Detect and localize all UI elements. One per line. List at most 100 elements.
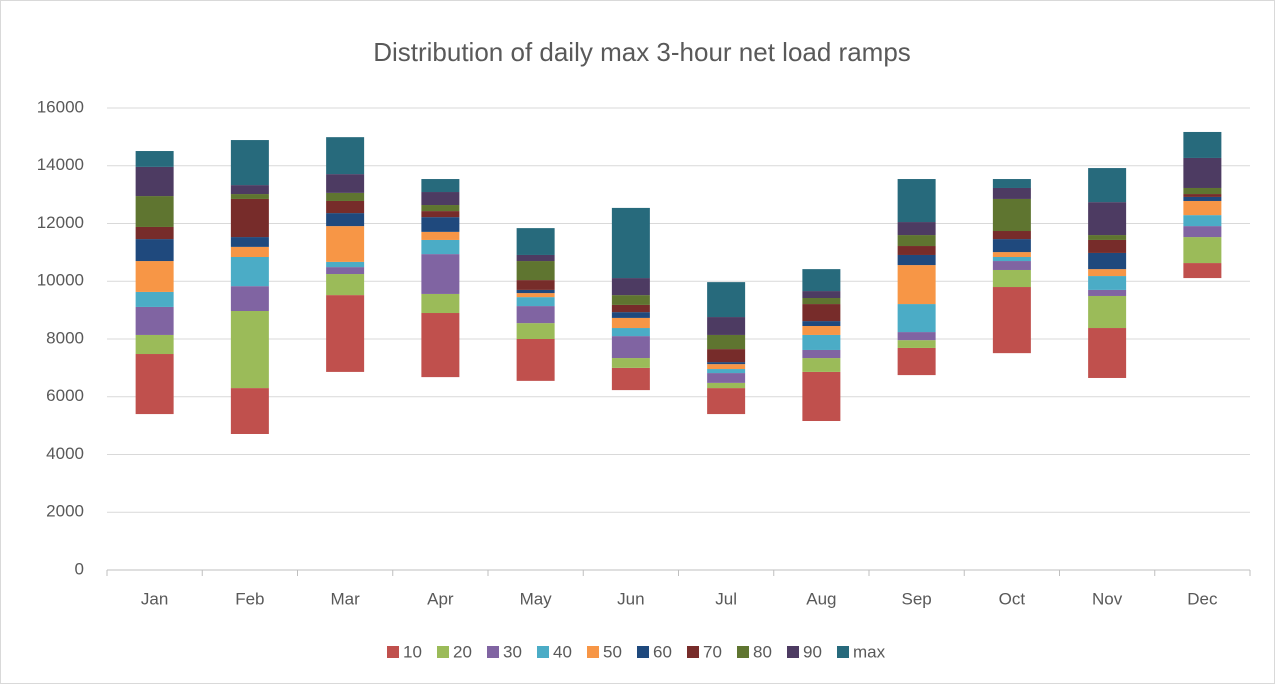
y-tick-label: 6000	[46, 386, 84, 405]
bar-segment	[1088, 328, 1127, 378]
bar-segment	[802, 371, 841, 422]
bar-segment	[1183, 187, 1222, 195]
bar-segment	[897, 347, 936, 376]
bar-segment	[135, 291, 174, 307]
bar-segment	[707, 382, 746, 389]
bar-segment	[897, 179, 936, 223]
bar-segment	[897, 222, 936, 236]
legend-label: 40	[553, 642, 572, 661]
bar-segment	[230, 237, 269, 247]
y-tick-label: 16000	[37, 97, 84, 116]
x-tick-label: Apr	[427, 589, 454, 608]
bar-segment	[421, 211, 460, 218]
bar-segment	[992, 287, 1031, 354]
chart-title: Distribution of daily max 3-hour net loa…	[373, 37, 911, 67]
bar-segment	[802, 326, 841, 335]
bar-segment	[421, 217, 460, 232]
x-tick-label: Oct	[999, 589, 1026, 608]
bar-segment	[326, 174, 365, 193]
bar-segment	[135, 334, 174, 355]
bar-segment	[897, 340, 936, 348]
bar-segment	[516, 297, 555, 307]
bar-segment	[611, 367, 650, 391]
x-tick-label: May	[520, 589, 553, 608]
bar-segment	[1088, 168, 1127, 203]
bar-segment	[135, 226, 174, 240]
legend-label: 90	[803, 642, 822, 661]
bar-segment	[516, 339, 555, 381]
y-tick-label: 14000	[37, 155, 84, 174]
y-tick-label: 2000	[46, 502, 84, 521]
bar-segment	[992, 261, 1031, 270]
bar-segment	[135, 261, 174, 292]
y-tick-label: 0	[75, 559, 84, 578]
bar-segment	[421, 205, 460, 212]
bar-segment	[897, 304, 936, 333]
bar-segment	[1183, 237, 1222, 264]
bar-segment	[992, 187, 1031, 199]
bar-segment	[421, 192, 460, 206]
bar-segment	[135, 354, 174, 415]
bar-segment	[992, 269, 1031, 288]
bar-segment	[230, 185, 269, 195]
bar-segment	[1088, 202, 1127, 236]
bar-segment	[707, 349, 746, 363]
bar-segment	[326, 295, 365, 372]
legend-swatch	[637, 646, 649, 658]
bar-segment	[611, 317, 650, 329]
bar-segment	[611, 295, 650, 305]
bar-segment	[326, 261, 365, 268]
x-tick-label: Jul	[715, 589, 737, 608]
bar-segment	[992, 252, 1031, 257]
bar-segment	[1183, 200, 1222, 216]
legend-label: max	[853, 642, 886, 661]
bar-segment	[230, 286, 269, 311]
bar-segment	[707, 388, 746, 415]
legend-label: 10	[403, 642, 422, 661]
bar-segment	[1088, 235, 1127, 240]
legend-swatch	[487, 646, 499, 658]
bar-segment	[707, 369, 746, 374]
bar-segment	[421, 179, 460, 193]
bar-segment	[611, 312, 650, 318]
bar-segment	[326, 267, 365, 275]
bar-segment	[516, 228, 555, 255]
bar-segment	[1088, 276, 1127, 290]
bar-segment	[1183, 263, 1222, 279]
x-tick-label: Aug	[806, 589, 836, 608]
bar-segment	[611, 304, 650, 313]
bar-segment	[992, 198, 1031, 232]
bar-segment	[802, 291, 841, 298]
bar-segment	[802, 349, 841, 359]
bar-segment	[230, 194, 269, 199]
bar-segment	[516, 289, 555, 294]
x-tick-label: Sep	[902, 589, 932, 608]
bar-segment	[1088, 289, 1127, 296]
bar-segment	[992, 231, 1031, 240]
legend-swatch	[437, 646, 449, 658]
x-tick-label: Jun	[617, 589, 644, 608]
bar-segment	[1088, 252, 1127, 270]
bar-segment	[135, 196, 174, 227]
bar-segment	[326, 213, 365, 227]
legend-swatch	[787, 646, 799, 658]
bar-segment	[897, 246, 936, 255]
legend-swatch	[387, 646, 399, 658]
bar-segment	[230, 246, 269, 257]
bar-segment	[992, 179, 1031, 188]
bar-segment	[611, 278, 650, 296]
bar-segment	[992, 239, 1031, 253]
bar-segment	[135, 166, 174, 197]
bar-segment	[611, 328, 650, 337]
bar-segment	[992, 256, 1031, 262]
bar-segment	[516, 306, 555, 324]
bar-segment	[230, 310, 269, 389]
bar-segment	[516, 254, 555, 262]
legend-swatch	[537, 646, 549, 658]
bar-segment	[135, 239, 174, 262]
y-tick-label: 10000	[37, 271, 84, 290]
bar-segment	[1088, 239, 1127, 253]
bar-segment	[516, 293, 555, 298]
bar-segment	[1183, 131, 1222, 158]
